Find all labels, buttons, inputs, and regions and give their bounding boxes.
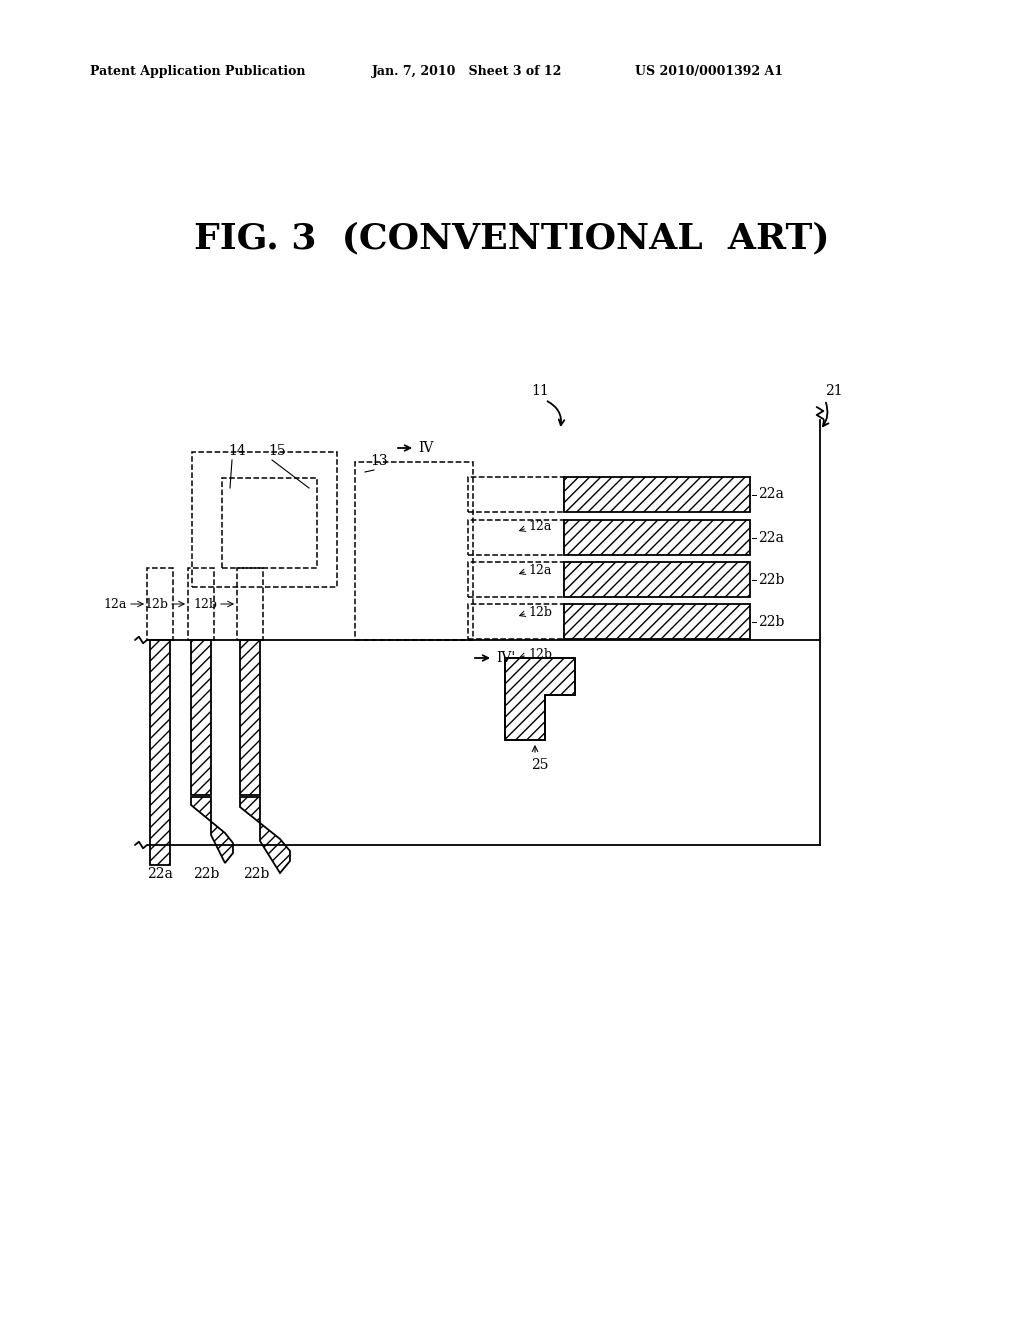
Text: 11: 11	[531, 384, 549, 399]
Bar	[564, 477, 750, 512]
Bar	[564, 520, 750, 554]
Text: 22b: 22b	[758, 573, 784, 586]
Text: 21: 21	[825, 384, 843, 399]
Bar	[150, 640, 170, 865]
Bar	[468, 520, 564, 554]
Text: 13: 13	[370, 454, 388, 469]
Text: 22b: 22b	[758, 615, 784, 628]
Text: 12a: 12a	[103, 598, 127, 610]
Polygon shape	[240, 797, 290, 873]
Bar	[193, 451, 337, 587]
Text: 22a: 22a	[758, 531, 784, 544]
Bar	[468, 605, 564, 639]
Text: Jan. 7, 2010   Sheet 3 of 12: Jan. 7, 2010 Sheet 3 of 12	[372, 66, 562, 78]
Text: 14: 14	[228, 444, 246, 458]
Bar	[240, 640, 260, 795]
Text: 12b: 12b	[144, 598, 168, 610]
Bar	[355, 462, 473, 640]
Bar	[237, 568, 263, 640]
Text: 12a: 12a	[528, 520, 551, 533]
Bar	[191, 640, 211, 795]
Text: 22a: 22a	[758, 487, 784, 502]
Text: 25: 25	[531, 758, 549, 772]
Bar	[564, 562, 750, 597]
Bar	[468, 562, 564, 597]
Polygon shape	[191, 797, 233, 863]
Text: Patent Application Publication: Patent Application Publication	[90, 66, 305, 78]
Bar	[222, 478, 317, 568]
Text: US 2010/0001392 A1: US 2010/0001392 A1	[635, 66, 783, 78]
Text: 22b: 22b	[193, 867, 219, 880]
Polygon shape	[505, 657, 575, 741]
Bar	[147, 568, 173, 640]
Text: 12a: 12a	[528, 564, 551, 577]
Text: IV: IV	[418, 441, 433, 455]
Bar	[468, 477, 564, 512]
Text: FIG. 3  (CONVENTIONAL  ART): FIG. 3 (CONVENTIONAL ART)	[195, 220, 829, 255]
Text: 22a: 22a	[147, 867, 173, 880]
Text: IV': IV'	[496, 651, 515, 665]
Text: 12b: 12b	[528, 606, 552, 619]
Bar	[564, 605, 750, 639]
Text: 12b: 12b	[528, 648, 552, 660]
Text: 12b: 12b	[193, 598, 217, 610]
Text: 22b: 22b	[243, 867, 269, 880]
Bar	[188, 568, 214, 640]
Text: 15: 15	[268, 444, 286, 458]
